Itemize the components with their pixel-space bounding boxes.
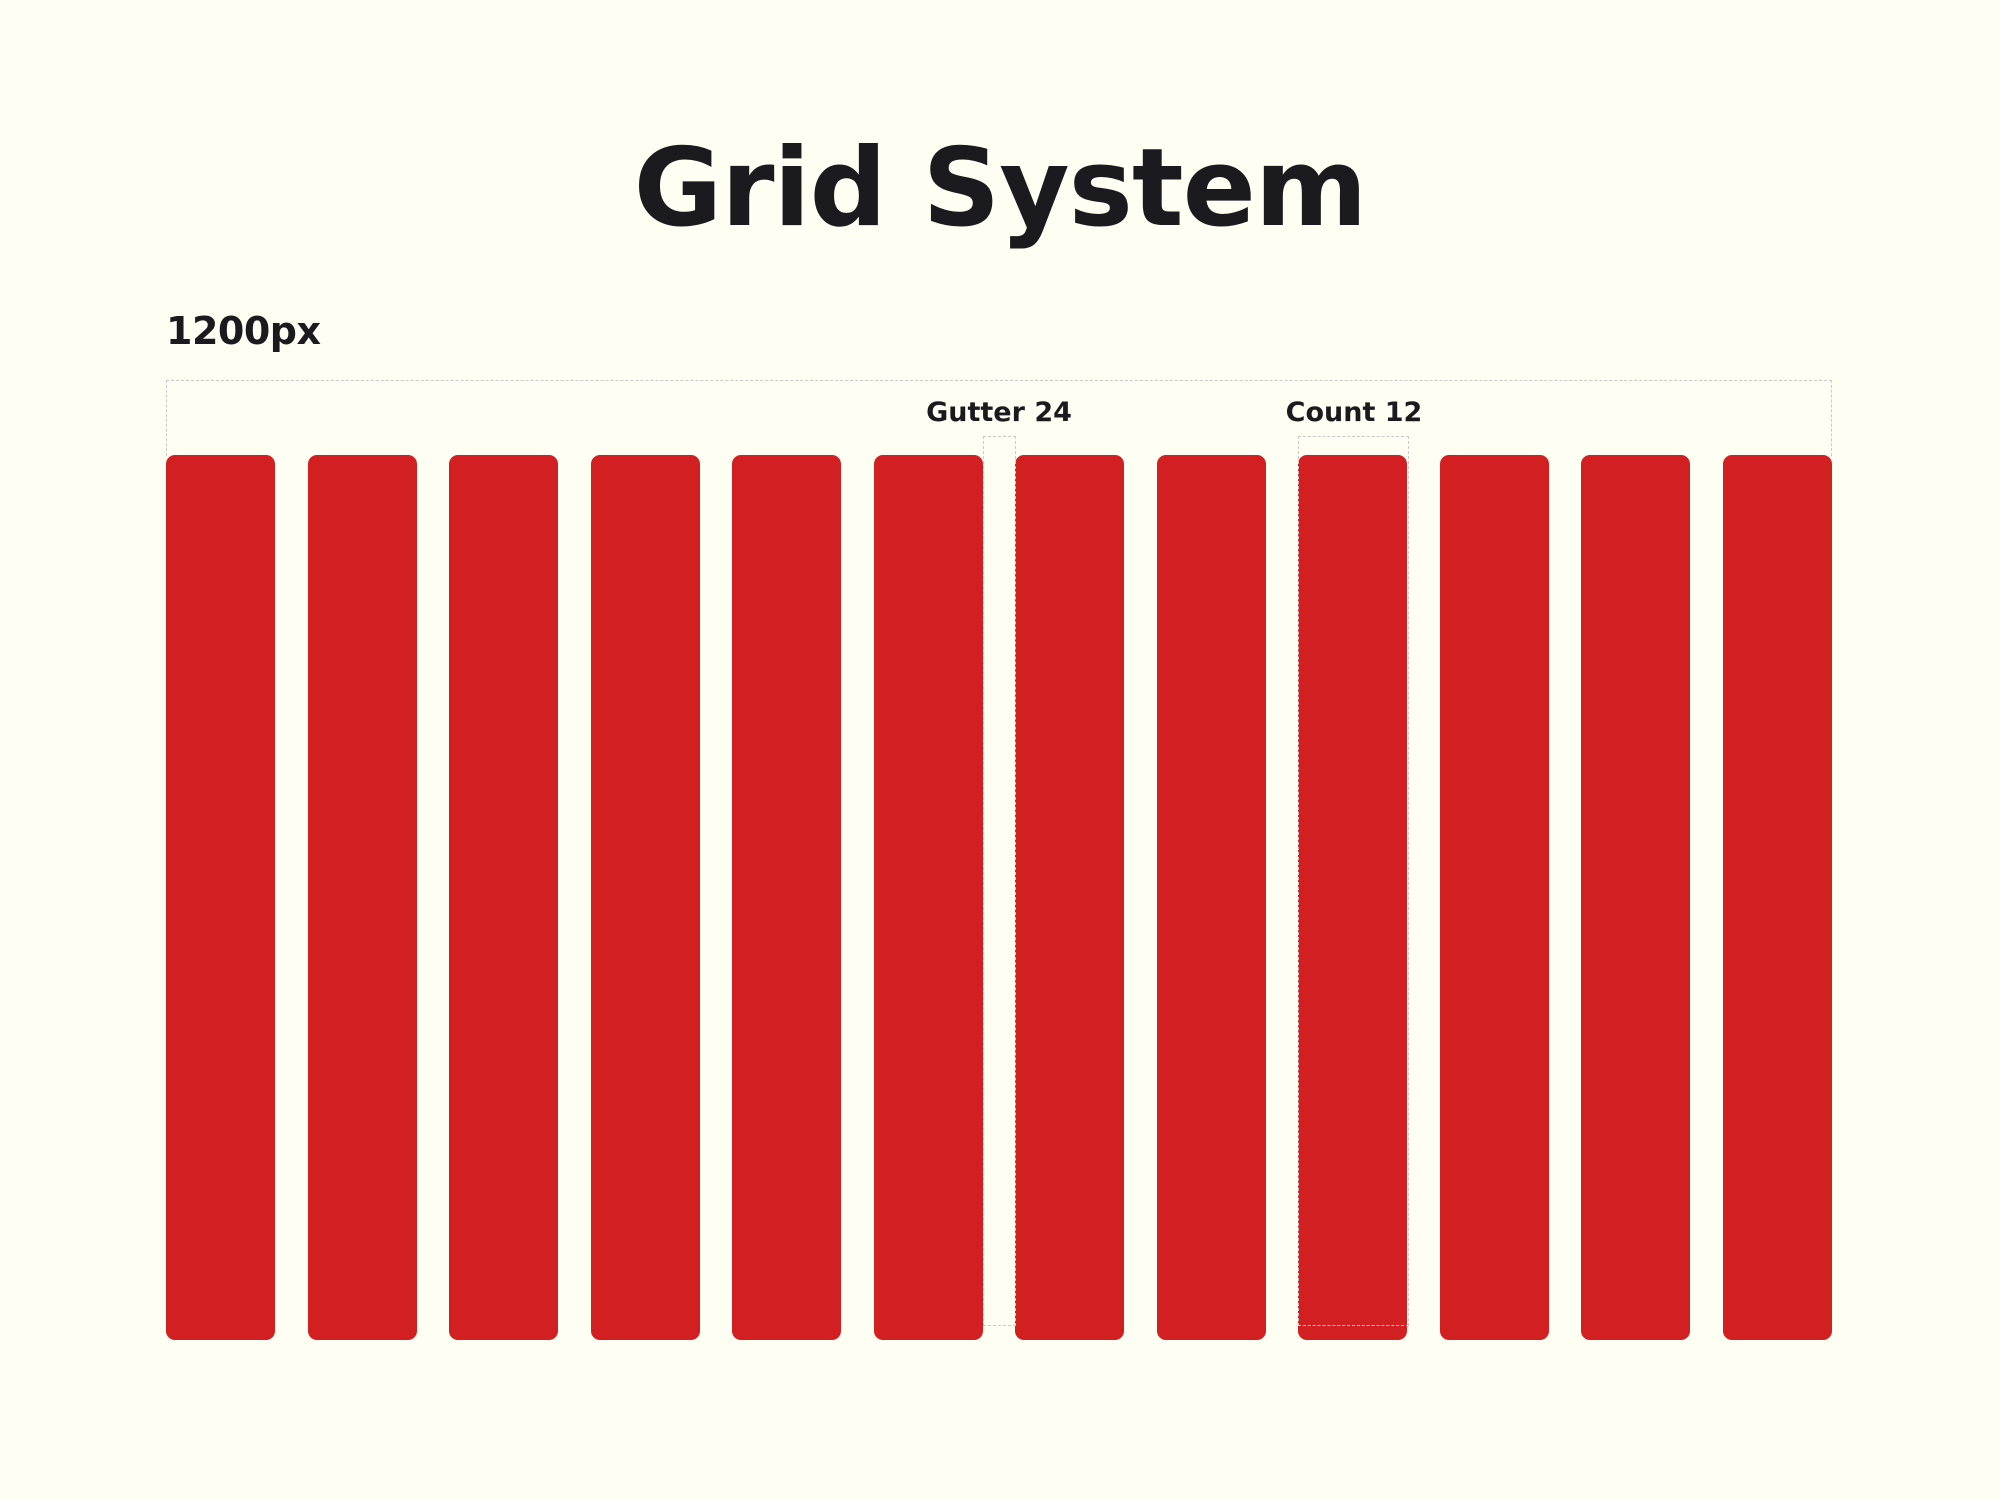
page-title: Grid System [633, 126, 1368, 251]
grid-column [1581, 455, 1691, 1340]
container-width-bracket [166, 380, 1832, 456]
container-width-label: 1200px [166, 309, 321, 353]
grid-column [1298, 455, 1408, 1340]
grid-column [1439, 455, 1549, 1340]
grid-column [307, 455, 417, 1340]
grid-column [1723, 455, 1832, 1340]
count-label: Count 12 [1285, 397, 1423, 428]
gutter-indicator [983, 436, 1016, 1326]
grid-columns [166, 455, 1832, 1340]
grid-column [1156, 455, 1266, 1340]
grid-column [590, 455, 700, 1340]
grid-column [732, 455, 842, 1340]
grid-column [1015, 455, 1125, 1340]
gutter-label: Gutter 24 [926, 397, 1072, 428]
grid-column [166, 455, 275, 1340]
grid-column [449, 455, 559, 1340]
count-indicator [1298, 436, 1409, 1326]
grid-column [873, 455, 983, 1340]
